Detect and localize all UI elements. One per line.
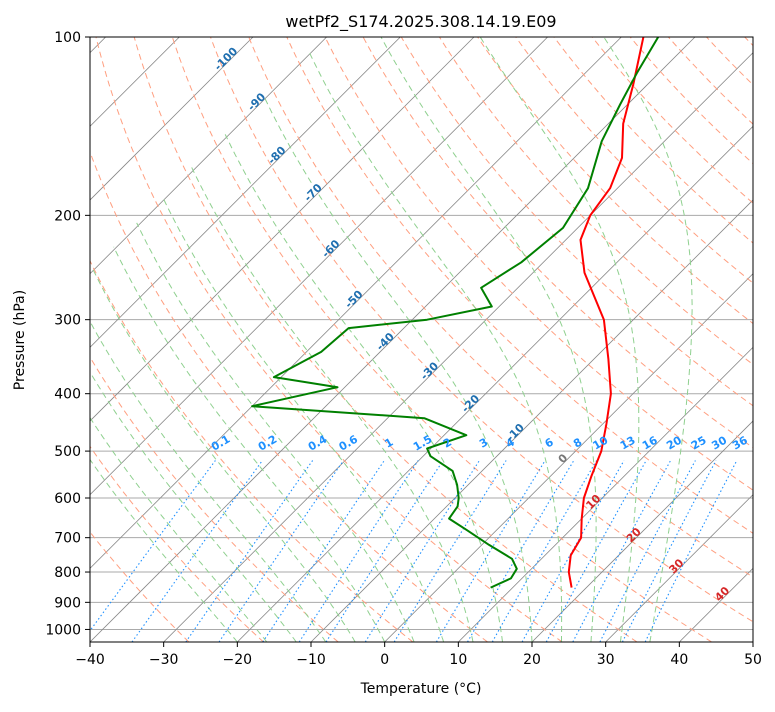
y-tick-label: 700 xyxy=(54,531,81,547)
y-tick-label: 800 xyxy=(54,565,81,581)
y-tick-label: 1000 xyxy=(45,622,81,638)
y-tick-label: 900 xyxy=(54,595,81,611)
x-tick-label: −30 xyxy=(149,652,179,668)
x-tick-label: −40 xyxy=(75,652,105,668)
y-tick-label: 500 xyxy=(54,444,81,460)
y-tick-label: 600 xyxy=(54,491,81,507)
x-tick-label: 40 xyxy=(670,652,688,668)
y-tick-label: 300 xyxy=(54,313,81,329)
chart-title: wetPf2_S174.2025.308.14.19.E09 xyxy=(285,12,556,32)
x-axis-title: Temperature (°C) xyxy=(360,681,482,697)
x-tick-label: 20 xyxy=(523,652,541,668)
x-tick-label: 0 xyxy=(380,652,389,668)
x-tick-label: −20 xyxy=(223,652,253,668)
y-tick-label: 400 xyxy=(54,387,81,403)
x-tick-label: −10 xyxy=(296,652,326,668)
y-tick-label: 100 xyxy=(54,30,81,46)
x-tick-label: 50 xyxy=(744,652,762,668)
x-tick-label: 30 xyxy=(597,652,615,668)
y-axis-title: Pressure (hPa) xyxy=(12,290,28,390)
y-tick-label: 200 xyxy=(54,208,81,224)
x-tick-label: 10 xyxy=(449,652,467,668)
